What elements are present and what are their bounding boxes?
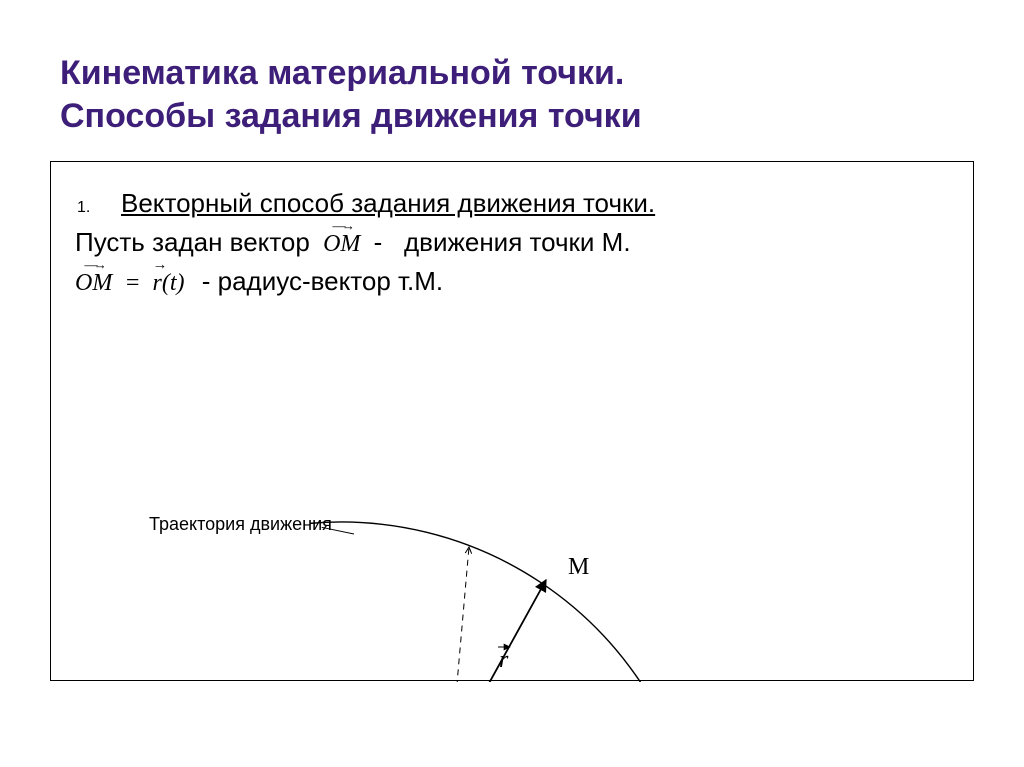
svg-text:r: r: [499, 647, 509, 673]
content-frame: 1. Векторный способ задания движения точ…: [50, 161, 974, 681]
title-line-1: Кинематика материальной точки.: [60, 54, 624, 92]
title-line-2: Способы задания движения точки: [60, 97, 642, 135]
trajectory-diagram: OMr: [51, 162, 951, 682]
slide-title: Кинематика материальной точки. Способы з…: [60, 52, 964, 137]
svg-text:M: M: [568, 554, 589, 580]
slide: Кинематика материальной точки. Способы з…: [0, 0, 1024, 767]
